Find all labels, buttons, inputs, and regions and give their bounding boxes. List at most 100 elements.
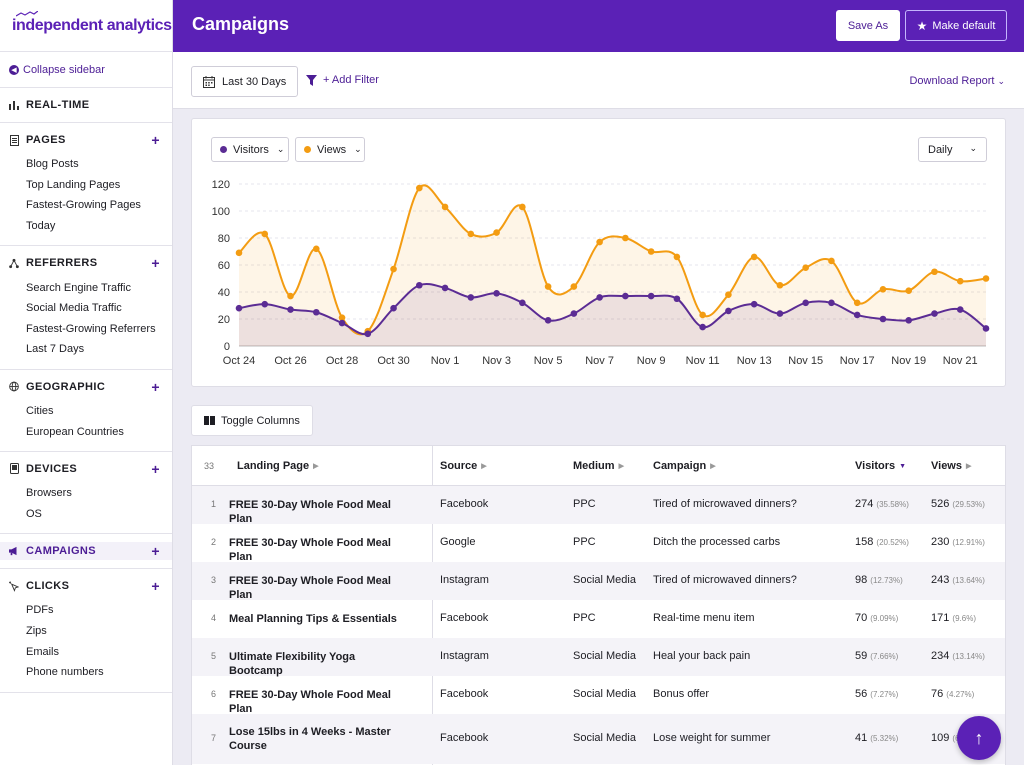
col-source[interactable]: Source ▶ (440, 460, 487, 472)
arrow-up-icon: ↑ (974, 727, 984, 748)
sidebar-saved-report[interactable]: Fastest-Growing Pages (26, 199, 141, 212)
x-tick-label: Nov 19 (891, 355, 926, 367)
chart-panel: Visitors ⌄ Views ⌄ Daily ⌄ 0 20 40 60 80 100 1… (191, 118, 1006, 387)
sidebar-section-campaigns: CAMPAIGNS + (0, 534, 172, 570)
brand-logo[interactable]: independent analytics (0, 0, 172, 52)
toggle-columns-button[interactable]: Toggle Columns (191, 405, 313, 436)
landing-page-cell[interactable]: Meal Planning Tips & Essentials (229, 613, 397, 625)
table-row[interactable]: 4 Meal Planning Tips & Essentials Facebook… (192, 600, 1005, 638)
sidebar-saved-report[interactable]: OS (26, 507, 42, 520)
table-row[interactable]: 6 FREE 30-Day Whole Food Meal Plan Faceboo… (192, 676, 1005, 715)
table-row[interactable]: 1 FREE 30-Day Whole Food Meal Plan Faceboo… (192, 486, 1005, 525)
x-tick-label: Nov 3 (482, 355, 511, 367)
landing-page-cell[interactable]: Ultimate Flexibility Yoga Bootcamp (229, 651, 356, 677)
landing-page-cell[interactable]: FREE 30-Day Whole Food Meal Plan (229, 689, 391, 715)
sidebar-section-referrers: REFERRERS + Search Engine Traffic Social Me… (0, 246, 172, 370)
data-point-visitors (596, 294, 603, 301)
table-row[interactable]: 2 FREE 30-Day Whole Food Meal Plan Google P… (192, 524, 1005, 563)
sidebar-saved-report[interactable]: Social Media Traffic (26, 302, 122, 315)
views-cell: 234 (13.14%) (931, 650, 985, 662)
add-filter-label: + Add Filter (323, 74, 379, 86)
make-default-label: Make default (932, 19, 996, 32)
data-point-views (776, 281, 784, 289)
row-index: 2 (211, 537, 217, 547)
data-point-visitors (338, 319, 346, 327)
landing-page-cell[interactable]: FREE 30-Day Whole Food Meal Plan (229, 537, 391, 563)
collapse-sidebar-button[interactable]: ◀ Collapse sidebar (0, 52, 172, 88)
data-point-views (235, 249, 243, 257)
sidebar-saved-report[interactable]: Emails (26, 645, 60, 658)
data-point-views (467, 230, 475, 238)
scroll-to-top-button[interactable]: ↑ (957, 716, 1001, 760)
save-as-button[interactable]: Save As (836, 10, 900, 41)
plus-icon[interactable]: + (151, 543, 160, 560)
col-landing-page[interactable]: Landing Page ▶ (237, 460, 319, 472)
col-visitors[interactable]: Visitors ▼ (855, 460, 906, 472)
source-cell: Google (440, 536, 476, 548)
date-range-button[interactable]: Last 30 Days (191, 66, 298, 97)
col-medium[interactable]: Medium ▶ (573, 460, 624, 472)
interval-select[interactable]: Daily ⌄ (918, 137, 987, 162)
landing-page-cell[interactable]: Lose 15lbs in 4 Weeks - Master Course (229, 726, 391, 752)
sidebar-saved-report[interactable]: European Countries (26, 425, 124, 438)
sidebar-saved-report[interactable]: Last 7 Days (26, 343, 85, 356)
data-point-visitors (287, 306, 294, 313)
landing-page-cell[interactable]: FREE 30-Day Whole Food Meal Plan (229, 575, 391, 601)
sidebar-saved-report[interactable]: Cities (26, 405, 54, 418)
plus-icon[interactable]: + (151, 378, 160, 395)
sidebar: independent analytics ◀ Collapse sidebar… (0, 0, 173, 765)
sidebar-item-pages[interactable]: PAGES + (0, 131, 172, 149)
sidebar-saved-report[interactable]: Blog Posts (26, 158, 79, 171)
add-filter-button[interactable]: + Add Filter (306, 74, 379, 86)
toggle-columns-label: Toggle Columns (221, 414, 300, 427)
sidebar-saved-report[interactable]: Top Landing Pages (26, 178, 121, 191)
secondary-metric-select[interactable]: Views ⌄ (295, 137, 365, 162)
table-row[interactable]: 5 Ultimate Flexibility Yoga Bootcamp Insta… (192, 638, 1005, 677)
data-point-views (622, 234, 629, 242)
sidebar-item-realtime[interactable]: REAL-TIME (0, 96, 172, 114)
primary-metric-select[interactable]: Visitors ⌄ (211, 137, 289, 162)
views-cell: 171 (9.6%) (931, 612, 976, 624)
sidebar-saved-report[interactable]: Fastest-Growing Referrers (26, 322, 156, 335)
sidebar-item-geographic[interactable]: GEOGRAPHIC + (0, 378, 172, 396)
sidebar-saved-report[interactable]: Today (26, 220, 56, 233)
col-source-label: Source (440, 460, 478, 472)
sidebar-section-realtime: REAL-TIME (0, 88, 172, 123)
sidebar-item-referrers[interactable]: REFERRERS + (0, 254, 172, 272)
sidebar-saved-report[interactable]: PDFs (26, 604, 54, 617)
col-campaign[interactable]: Campaign ▶ (653, 460, 716, 472)
report-toolbar: Last 30 Days + Add Filter Download Repor… (173, 52, 1024, 109)
col-views[interactable]: Views ▶ (931, 460, 971, 472)
sidebar-saved-report[interactable]: Zips (26, 625, 47, 638)
x-tick-label: Nov 15 (788, 355, 823, 367)
sort-arrow-icon: ▶ (710, 463, 716, 470)
download-report-button[interactable]: Download Report ⌄ (909, 75, 1005, 87)
plus-icon[interactable]: + (151, 460, 160, 477)
visitors-cell: 98 (12.73%) (855, 574, 903, 586)
data-point-views (287, 292, 294, 300)
campaign-cell: Lose weight for summer (653, 732, 771, 744)
table-row[interactable]: 7 Lose 15lbs in 4 Weeks - Master Course Fa… (192, 714, 1005, 764)
sidebar-item-campaigns[interactable]: CAMPAIGNS + (0, 542, 172, 561)
download-report-label: Download Report (909, 75, 995, 87)
sidebar-item-clicks[interactable]: CLICKS + (0, 577, 172, 595)
calendar-icon (203, 75, 215, 88)
make-default-button[interactable]: ★ Make default (905, 10, 1007, 41)
sidebar-saved-report[interactable]: Browsers (26, 487, 72, 500)
medium-cell: PPC (573, 498, 596, 510)
table-row[interactable]: 3 FREE 30-Day Whole Food Meal Plan Instagr… (192, 562, 1005, 601)
x-tick-label: Oct 26 (274, 355, 306, 367)
y-tick-label: 100 (212, 206, 230, 218)
x-tick-label: Oct 28 (326, 355, 358, 367)
data-point-visitors (312, 308, 320, 316)
sidebar-saved-report[interactable]: Search Engine Traffic (26, 281, 131, 294)
plus-icon[interactable]: + (151, 578, 160, 595)
sidebar-saved-report[interactable]: Phone numbers (26, 666, 104, 679)
plus-icon[interactable]: + (151, 255, 160, 272)
data-point-visitors (519, 299, 526, 307)
landing-page-cell[interactable]: FREE 30-Day Whole Food Meal Plan (229, 499, 391, 525)
plus-icon[interactable]: + (151, 132, 160, 148)
data-point-visitors (467, 294, 475, 301)
views-legend-dot (304, 146, 311, 153)
sidebar-item-devices[interactable]: DEVICES + (0, 460, 172, 478)
